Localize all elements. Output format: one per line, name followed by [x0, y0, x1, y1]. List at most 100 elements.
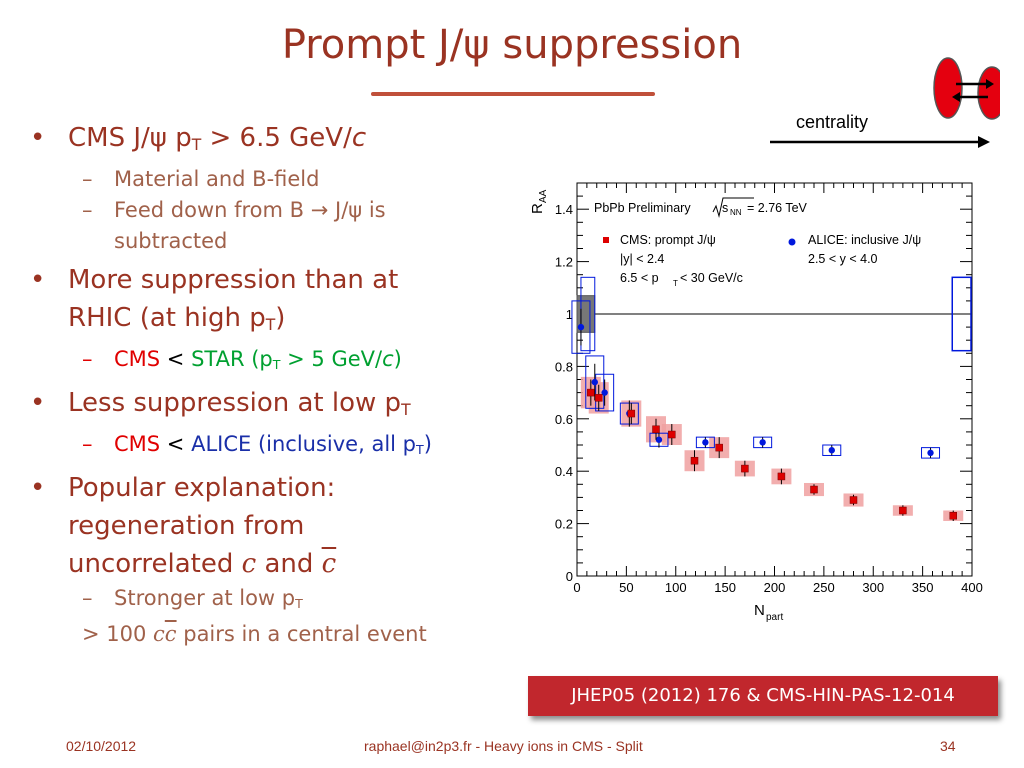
subscript: T: [272, 356, 281, 372]
cms-point: [652, 425, 660, 434]
data-marks: [571, 300, 964, 521]
legend-cms-pt: 6.5 < p: [620, 271, 659, 285]
svg-text:N: N: [754, 602, 765, 619]
x-tick-label: 100: [665, 580, 687, 595]
legend-alice-marker: [788, 238, 796, 246]
subscript: T: [416, 441, 424, 457]
cms-point: [587, 388, 595, 397]
y-tick-label: 1: [566, 307, 573, 322]
y-tick-label: 0.6: [555, 412, 573, 427]
subscript: T: [191, 135, 202, 154]
cms-point: [627, 409, 636, 418]
bullet-text: c: [351, 123, 367, 153]
reference-box: JHEP05 (2012) 176 & CMS-HIN-PAS-12-014: [528, 676, 998, 716]
bullet-text: Less suppression at low p: [68, 387, 402, 418]
y-tick-label: 1.4: [555, 202, 573, 217]
x-tick-label: 300: [862, 580, 884, 595]
alice-point: [577, 323, 585, 331]
svg-text:part: part: [766, 612, 783, 623]
arrow-right-icon: →: [310, 197, 329, 222]
sqrt-s-subscript: NN: [730, 208, 742, 217]
footer-page-number: 34: [940, 738, 956, 754]
svg-text:AA: AA: [538, 189, 549, 203]
cms-point: [594, 394, 603, 402]
x-tick-label: 250: [813, 580, 835, 595]
legend-alice-label: ALICE: inclusive J/ψ: [808, 233, 921, 247]
sub-bullet-text: Stronger at low p: [114, 585, 296, 610]
bullet-text: More suppression than at: [68, 264, 399, 295]
star-label: ): [393, 346, 402, 371]
cms-point: [849, 496, 858, 504]
footer-center: raphael@in2p3.fr - Heavy ions in CMS - S…: [364, 738, 643, 754]
cms-point: [668, 430, 676, 439]
y-tick-label: 0.2: [555, 517, 573, 532]
centrality-label: centrality: [796, 112, 869, 132]
less-than: <: [160, 346, 192, 371]
sub-bullet-text: > 100: [82, 622, 154, 647]
alice-label: ALICE (inclusive, all p: [191, 431, 416, 456]
sub-bullet-text: J/ψ is: [328, 197, 386, 222]
sub-bullet-cms-alice: – CMS < ALICE (inclusive, all pT): [82, 431, 432, 457]
star-label: c: [382, 346, 394, 371]
alice-point: [655, 436, 663, 443]
subscript: T: [265, 315, 276, 334]
sqrt-s-label: s: [722, 201, 728, 215]
less-than: <: [160, 431, 192, 456]
raa-chart: 0 50 100 150 200 250 300 350 400 0 0.2 0.4 0.6 0.8 1 1.…: [529, 182, 983, 623]
cms-point: [810, 485, 818, 494]
legend-cms-label: CMS: prompt J/ψ: [620, 233, 716, 247]
subscript: T: [401, 400, 411, 419]
bullet-text: and: [256, 548, 322, 579]
cms-label: CMS: [114, 431, 161, 456]
bullet-less-suppression: • Less suppression at low pT: [30, 387, 411, 419]
bullet-text: RHIC (at high p: [68, 302, 266, 333]
legend-cms-rapidity: |y| < 2.4: [620, 252, 664, 266]
legend-cms-pt-sub: T: [673, 279, 678, 288]
sub-bullet-text: subtracted: [114, 228, 228, 253]
sub-bullet-low-pt: – Stronger at low pT: [82, 585, 303, 612]
bullet-popular-explanation: • Popular explanation: regeneration from…: [30, 472, 337, 579]
cms-point: [899, 506, 907, 515]
x-tick-label: 350: [912, 580, 934, 595]
bullet-text: uncorrelated: [68, 548, 242, 579]
y-tick-label: 0: [566, 569, 573, 584]
subscript: T: [295, 596, 303, 612]
sub-bullet-feeddown: – Feed down from B → J/ψ is subtracted: [82, 197, 386, 253]
anticharm-symbol: c: [164, 622, 177, 647]
cms-point: [949, 511, 957, 520]
alice-syst-box: [595, 373, 615, 412]
star-label: > 5 GeV/: [280, 346, 383, 371]
bullet-text: CMS J/ψ p: [68, 123, 192, 153]
x-tick-label: 150: [714, 580, 736, 595]
bullet-list: • CMS J/ψ pT > 6.5 GeV/c – Material and B…: [30, 115, 520, 650]
y-axis-title: R AA: [529, 189, 549, 214]
centrality-graphic: [770, 57, 1000, 148]
charm-symbol: c: [153, 622, 165, 647]
alice-point: [601, 389, 608, 396]
alice-point: [702, 439, 709, 446]
star-label: STAR (p: [191, 346, 273, 371]
y-tick-label: 0.8: [555, 359, 573, 374]
x-tick-label: 50: [619, 580, 633, 595]
cms-point: [690, 456, 699, 465]
centrality-arrow-head: [978, 136, 990, 148]
charm-symbol: c: [241, 548, 257, 579]
alice-syst-box: [571, 300, 591, 354]
nucleus-collision-icon: [933, 57, 1000, 120]
bullet-text: > 6.5 GeV/: [201, 123, 352, 153]
anticharm-symbol: c: [321, 548, 337, 579]
svg-text:R: R: [529, 203, 546, 214]
bullet-text: Popular explanation:: [68, 472, 336, 503]
alice-label: ): [423, 431, 432, 456]
plot-area: 0 50 100 150 200 250 300 350 400 0 0.2 0.4 0.6 0.8 1 1.…: [529, 182, 983, 623]
alice-point: [759, 439, 766, 446]
sub-bullet-cms-star: – CMS < STAR (pT > 5 GeV/c): [82, 346, 402, 372]
bullet-cms-pt: • CMS J/ψ pT > 6.5 GeV/c: [30, 123, 367, 154]
sqrt-icon: [712, 197, 754, 218]
alice-point: [591, 378, 598, 386]
cms-point: [715, 443, 723, 452]
bullet-text: regeneration from: [68, 510, 305, 541]
footer-date: 02/10/2012: [66, 738, 137, 754]
sub-bullet-text: Material and B-field: [114, 166, 320, 191]
y-tick-label: 0.4: [555, 464, 573, 479]
